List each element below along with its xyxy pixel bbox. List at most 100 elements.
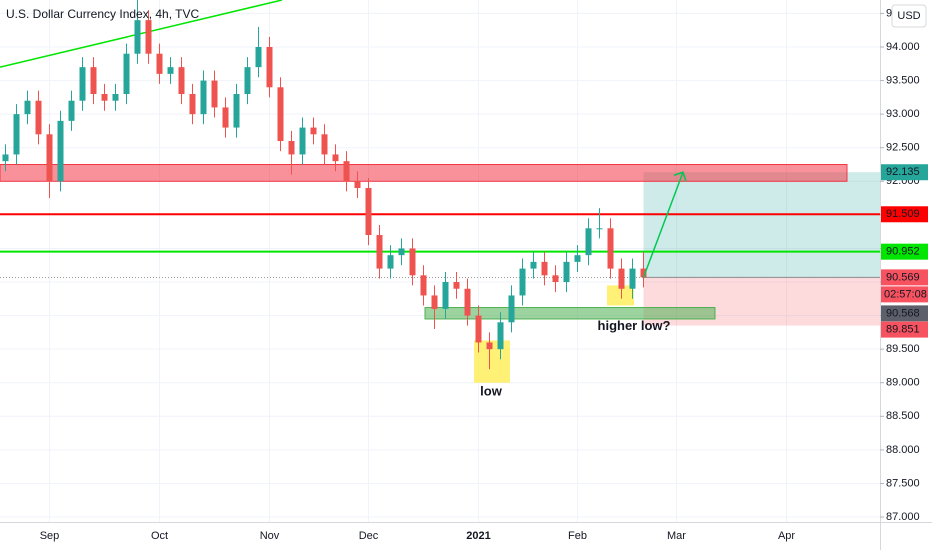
candle-body <box>167 67 174 74</box>
candle-body <box>508 295 515 323</box>
candle-body <box>310 127 317 135</box>
x-tick-label: Sep <box>40 530 60 542</box>
price-label: 90.568 <box>886 307 920 319</box>
trendline <box>0 0 283 68</box>
price-label-bg <box>881 164 928 181</box>
countdown-bg <box>881 286 928 303</box>
arrow-head <box>673 171 687 182</box>
candle-body <box>134 20 141 54</box>
candle-body <box>453 282 460 289</box>
candle-body <box>2 154 9 162</box>
candle-body <box>13 114 20 155</box>
candle-body <box>486 342 493 350</box>
highlight-box <box>607 285 634 306</box>
candle-body <box>57 120 64 182</box>
price-label-bg <box>881 269 928 286</box>
candle-body <box>563 261 570 283</box>
x-tick-label: Nov <box>260 530 280 542</box>
candle-body <box>156 53 163 74</box>
x-tick-label: Feb <box>568 530 587 542</box>
candle-body <box>552 275 559 283</box>
candle-body <box>574 255 581 262</box>
candle-body <box>244 67 251 95</box>
candle-body <box>387 255 394 269</box>
x-tick-label: Dec <box>359 530 379 542</box>
candle-body <box>596 228 603 230</box>
x-tick-label: Oct <box>151 530 168 542</box>
price-label-bg <box>881 305 928 322</box>
y-tick-label: 89.000 <box>886 377 920 389</box>
candle-body <box>277 87 284 142</box>
candle-body <box>607 228 614 269</box>
candle-body <box>101 94 108 101</box>
zone <box>0 164 848 182</box>
price-label: 90.569 <box>886 271 920 283</box>
y-tick-label: 87.500 <box>886 477 920 489</box>
candle-body <box>233 94 240 128</box>
x-tick-label: Apr <box>778 530 795 542</box>
price-label: 92.135 <box>886 166 920 178</box>
candle-body <box>497 322 504 350</box>
y-tick-label: 93.000 <box>886 108 920 120</box>
plot-area: low higher low? <box>0 0 880 522</box>
candle-body <box>629 268 636 289</box>
y-tick-label: 88.000 <box>886 444 920 456</box>
arrow-line <box>642 171 684 278</box>
candle-body <box>189 94 196 115</box>
candle-body <box>79 67 86 101</box>
candle-body <box>420 275 427 296</box>
candle-body <box>530 261 537 269</box>
candle-body <box>222 107 229 128</box>
candle-body <box>288 141 295 155</box>
candle-body <box>464 288 471 316</box>
candle-body <box>46 134 53 182</box>
y-tick-label: 88.500 <box>886 410 920 422</box>
candle-body <box>211 80 218 108</box>
y-tick-label: 89.500 <box>886 343 920 355</box>
y-tick-label: 87.000 <box>886 511 920 523</box>
candle-body <box>178 67 185 95</box>
candle-body <box>200 80 207 115</box>
y-tick-label: 94.000 <box>886 41 920 53</box>
y-tick-label: 93.500 <box>886 74 920 86</box>
candle-body <box>398 248 405 256</box>
x-tick-label: 2021 <box>466 530 490 542</box>
candle-body <box>112 94 119 101</box>
price-label: 91.509 <box>886 208 920 220</box>
price-label-bg <box>881 206 928 223</box>
candle-body <box>68 100 75 121</box>
candle-body <box>475 315 482 343</box>
target-zone <box>643 172 880 278</box>
candle-body <box>541 261 548 276</box>
candle-body <box>255 47 262 68</box>
candle-body <box>519 268 526 296</box>
candle-body <box>343 161 350 182</box>
candle-body <box>145 20 152 54</box>
price-label-bg <box>881 321 928 338</box>
candle-body <box>442 282 449 309</box>
candle-body <box>24 100 31 115</box>
candle-body <box>123 53 130 95</box>
candle-body <box>365 188 372 236</box>
candle-body <box>376 235 383 269</box>
price-label-bg <box>881 243 928 260</box>
candle-body <box>321 134 328 155</box>
annotation: higher low? <box>598 318 671 333</box>
currency-label: USD <box>897 10 920 22</box>
zone <box>424 307 716 320</box>
candle-body <box>431 295 438 309</box>
price-label: 90.952 <box>886 246 920 258</box>
candle-body <box>409 248 416 276</box>
chart-title: U.S. Dollar Currency Index, 4h, TVC <box>6 7 200 21</box>
candle-body <box>35 100 42 135</box>
currency-button <box>891 4 927 28</box>
candle-body <box>640 268 647 278</box>
candle-body <box>332 154 339 162</box>
y-tick-label: 92.500 <box>886 142 920 154</box>
countdown: 02:57:08 <box>884 288 927 300</box>
candle-body <box>90 67 97 95</box>
candle-body <box>266 47 273 88</box>
candle-body <box>618 268 625 289</box>
